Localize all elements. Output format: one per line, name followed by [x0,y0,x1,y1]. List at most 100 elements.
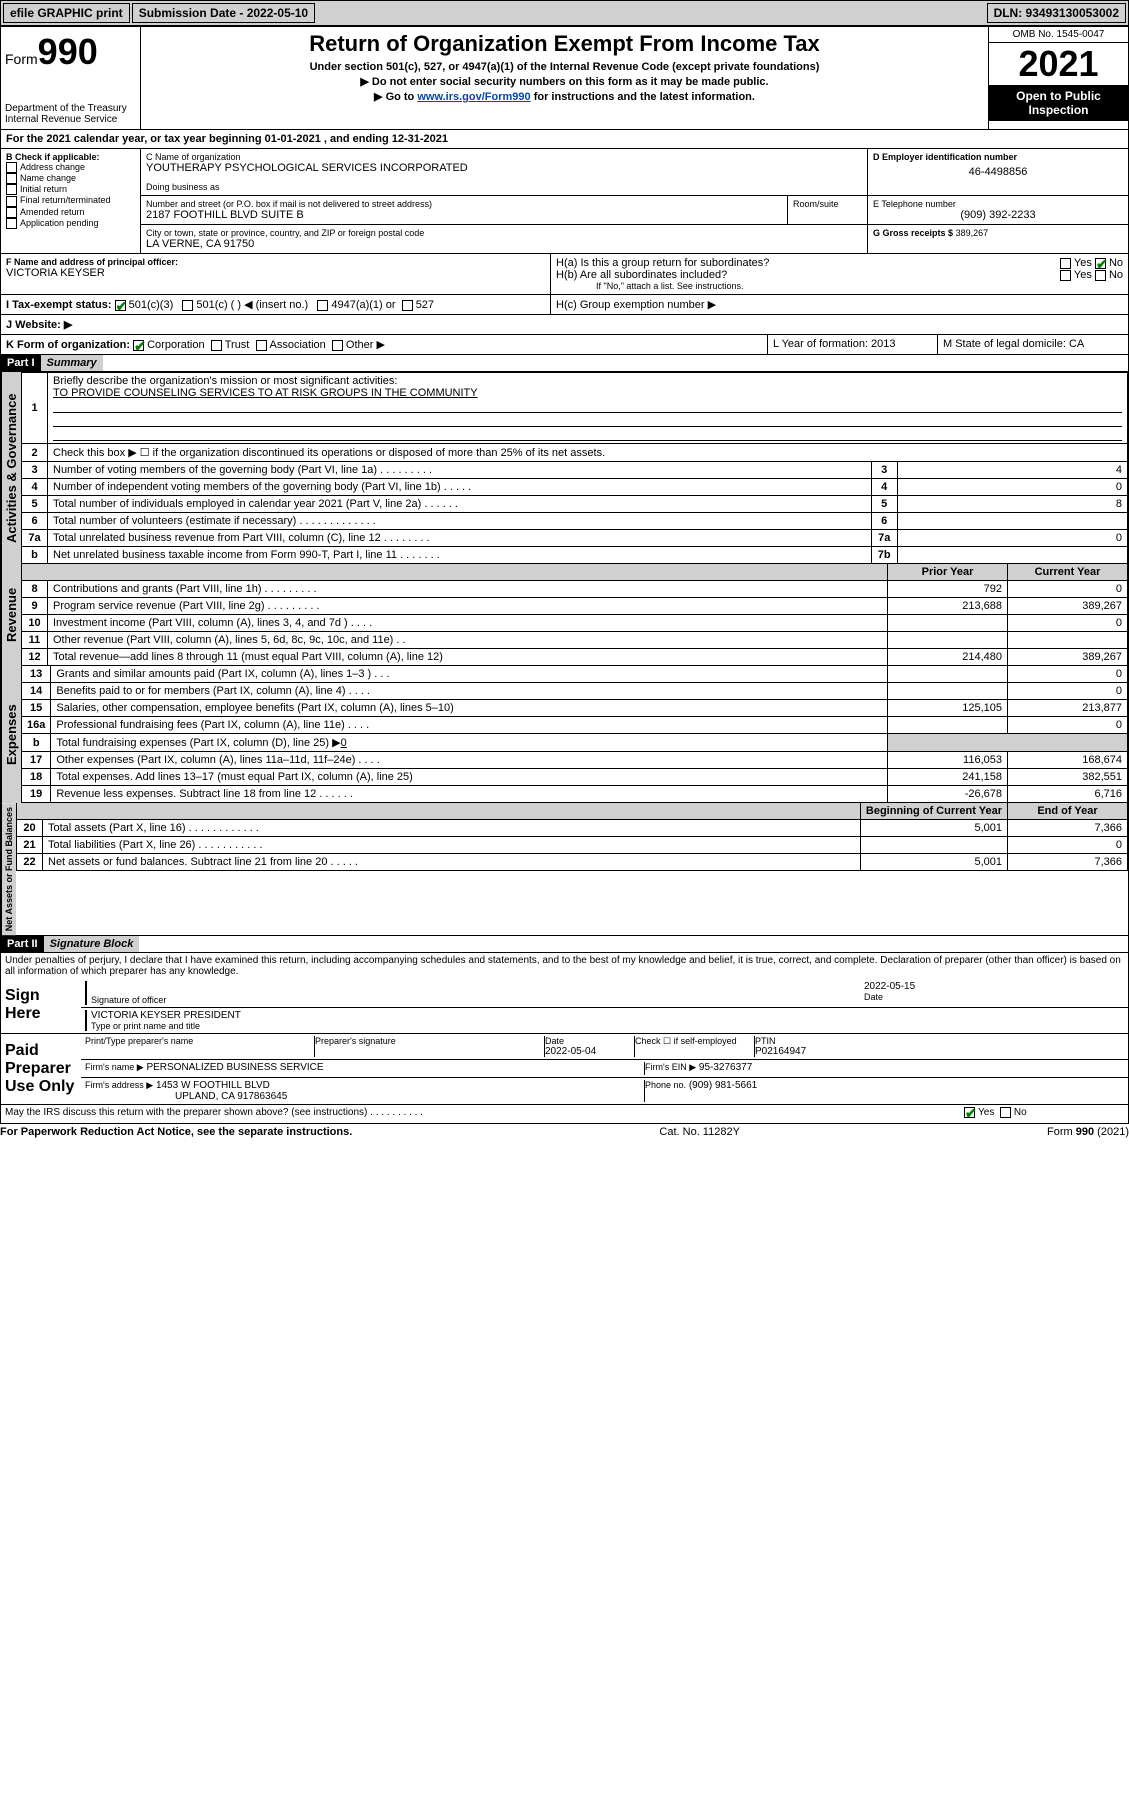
phone-label: E Telephone number [873,199,1123,209]
form-number: Form990 [5,31,136,73]
may-irs-discuss: May the IRS discuss this return with the… [5,1107,964,1121]
line-16a: Professional fundraising fees (Part IX, … [51,717,888,734]
501c-checkbox[interactable] [182,300,193,311]
line-1: Briefly describe the organization's miss… [53,375,397,387]
firm-phone-label: Phone no. [645,1080,686,1090]
sig-declaration: Under penalties of perjury, I declare th… [1,953,1128,979]
trust-checkbox[interactable] [211,340,222,351]
i-label: I Tax-exempt status: [6,299,112,311]
line-10-curr: 0 [1008,615,1128,632]
line-12-prior: 214,480 [888,649,1008,666]
tax-year-range: For the 2021 calendar year, or tax year … [1,130,1128,148]
form-title: Return of Organization Exempt From Incom… [145,31,984,57]
line-15: Salaries, other compensation, employee b… [51,700,888,717]
officer-name-title: VICTORIA KEYSER PRESIDENT [91,1010,1124,1021]
line-6: Total number of volunteers (estimate if … [48,513,872,530]
line-9-prior: 213,688 [888,598,1008,615]
line-7a-val: 0 [897,530,1127,547]
501c3-checkbox[interactable] [115,300,126,311]
h-b-note: If "No," attach a list. See instructions… [596,281,1123,291]
ha-yes-checkbox[interactable] [1060,258,1071,269]
line-4: Number of independent voting members of … [48,479,872,496]
check-address-change[interactable]: Address change [6,162,135,173]
line-7b: Net unrelated business taxable income fr… [48,547,872,564]
line-13-curr: 0 [1008,666,1128,683]
check-if-self: Check ☐ if self-employed [635,1036,754,1047]
line-12-curr: 389,267 [1008,649,1128,666]
may-irs-no-checkbox[interactable] [1000,1107,1011,1118]
line-22-prior: 5,001 [860,854,1007,871]
j-label: J Website: ▶ [6,319,72,331]
corp-checkbox[interactable] [133,340,144,351]
revenue-section: Revenue Prior YearCurrent Year 8Contribu… [0,564,1129,666]
gross-receipts: G Gross receipts $ 389,267 [873,228,1123,238]
firm-addr-label: Firm's address ▶ [85,1080,153,1090]
h-c: H(c) Group exemption number ▶ [551,295,1128,314]
line-16a-curr: 0 [1008,717,1128,734]
assoc-checkbox[interactable] [256,340,267,351]
entity-block: B Check if applicable: Address changeNam… [0,149,1129,254]
ein-value: 46-4498856 [873,166,1123,178]
line-9: Program service revenue (Part VIII, line… [48,598,888,615]
rev-vlabel: Revenue [1,564,21,666]
efile-label[interactable]: efile GRAPHIC print [3,3,130,23]
irs-label: Internal Revenue Service [5,114,136,125]
check-application-pending[interactable]: Application pending [6,218,135,229]
name-title-label: Type or print name and title [91,1021,1124,1031]
check-initial-return[interactable]: Initial return [6,184,135,195]
current-year-hdr: Current Year [1008,564,1128,581]
tax-status-row: I Tax-exempt status: 501(c)(3) 501(c) ( … [0,295,1129,315]
line-18-curr: 382,551 [1008,769,1128,786]
officer-h-block: F Name and address of principal officer:… [0,254,1129,295]
4947-checkbox[interactable] [317,300,328,311]
line-4-val: 0 [897,479,1127,496]
line-13-prior [888,666,1008,683]
prep-sig-label: Preparer's signature [315,1036,544,1046]
line-17-prior: 116,053 [888,752,1008,769]
signature-block: Under penalties of perjury, I declare th… [0,953,1129,1124]
line-20-prior: 5,001 [860,820,1007,837]
footer-mid: Cat. No. 11282Y [659,1126,740,1138]
city-value: LA VERNE, CA 91750 [146,238,862,250]
phone-value: (909) 392-2233 [873,209,1123,221]
line-16b: Total fundraising expenses (Part IX, col… [51,734,888,752]
line-9-curr: 389,267 [1008,598,1128,615]
line-17-curr: 168,674 [1008,752,1128,769]
527-checkbox[interactable] [402,300,413,311]
hb-yes-checkbox[interactable] [1060,270,1071,281]
check-name-change[interactable]: Name change [6,173,135,184]
line-19-curr: 6,716 [1008,786,1128,803]
tax-year: 2021 [989,43,1128,85]
ptin-label: PTIN [755,1036,1124,1046]
line-14: Benefits paid to or for members (Part IX… [51,683,888,700]
submission-date: Submission Date - 2022-05-10 [132,3,315,23]
line-6-val [897,513,1127,530]
website-row: J Website: ▶ [0,315,1129,335]
line-2: Check this box ▶ ☐ if the organization d… [48,444,1128,462]
paid-preparer-label: Paid Preparer Use Only [1,1034,81,1104]
officer-label: F Name and address of principal officer: [6,257,545,267]
check-final-return-terminated[interactable]: Final return/terminated [6,195,135,206]
line-14-curr: 0 [1008,683,1128,700]
ptin-val: P02164947 [755,1046,1124,1057]
line-22-curr: 7,366 [1008,854,1128,871]
may-irs-yes-checkbox[interactable] [964,1107,975,1118]
other-checkbox[interactable] [332,340,343,351]
section-b-label: B Check if applicable: [6,152,135,162]
footer-right: Form 990 (2021) [1047,1126,1129,1138]
irs-link[interactable]: www.irs.gov/Form990 [417,91,530,103]
sig-officer-label: Signature of officer [91,995,864,1005]
hb-no-checkbox[interactable] [1095,270,1106,281]
dba-label: Doing business as [146,182,862,192]
line-11-curr [1008,632,1128,649]
prior-year-hdr: Prior Year [888,564,1008,581]
prep-date-val: 2022-05-04 [545,1046,634,1057]
line-18-prior: 241,158 [888,769,1008,786]
subtitle-3: ▶ Go to www.irs.gov/Form990 for instruct… [145,90,984,103]
line-7b-val [897,547,1127,564]
line-3-val: 4 [897,462,1127,479]
check-amended-return[interactable]: Amended return [6,207,135,218]
firm-name: PERSONALIZED BUSINESS SERVICE [146,1062,323,1073]
line-7a: Total unrelated business revenue from Pa… [48,530,872,547]
ha-no-checkbox[interactable] [1095,258,1106,269]
